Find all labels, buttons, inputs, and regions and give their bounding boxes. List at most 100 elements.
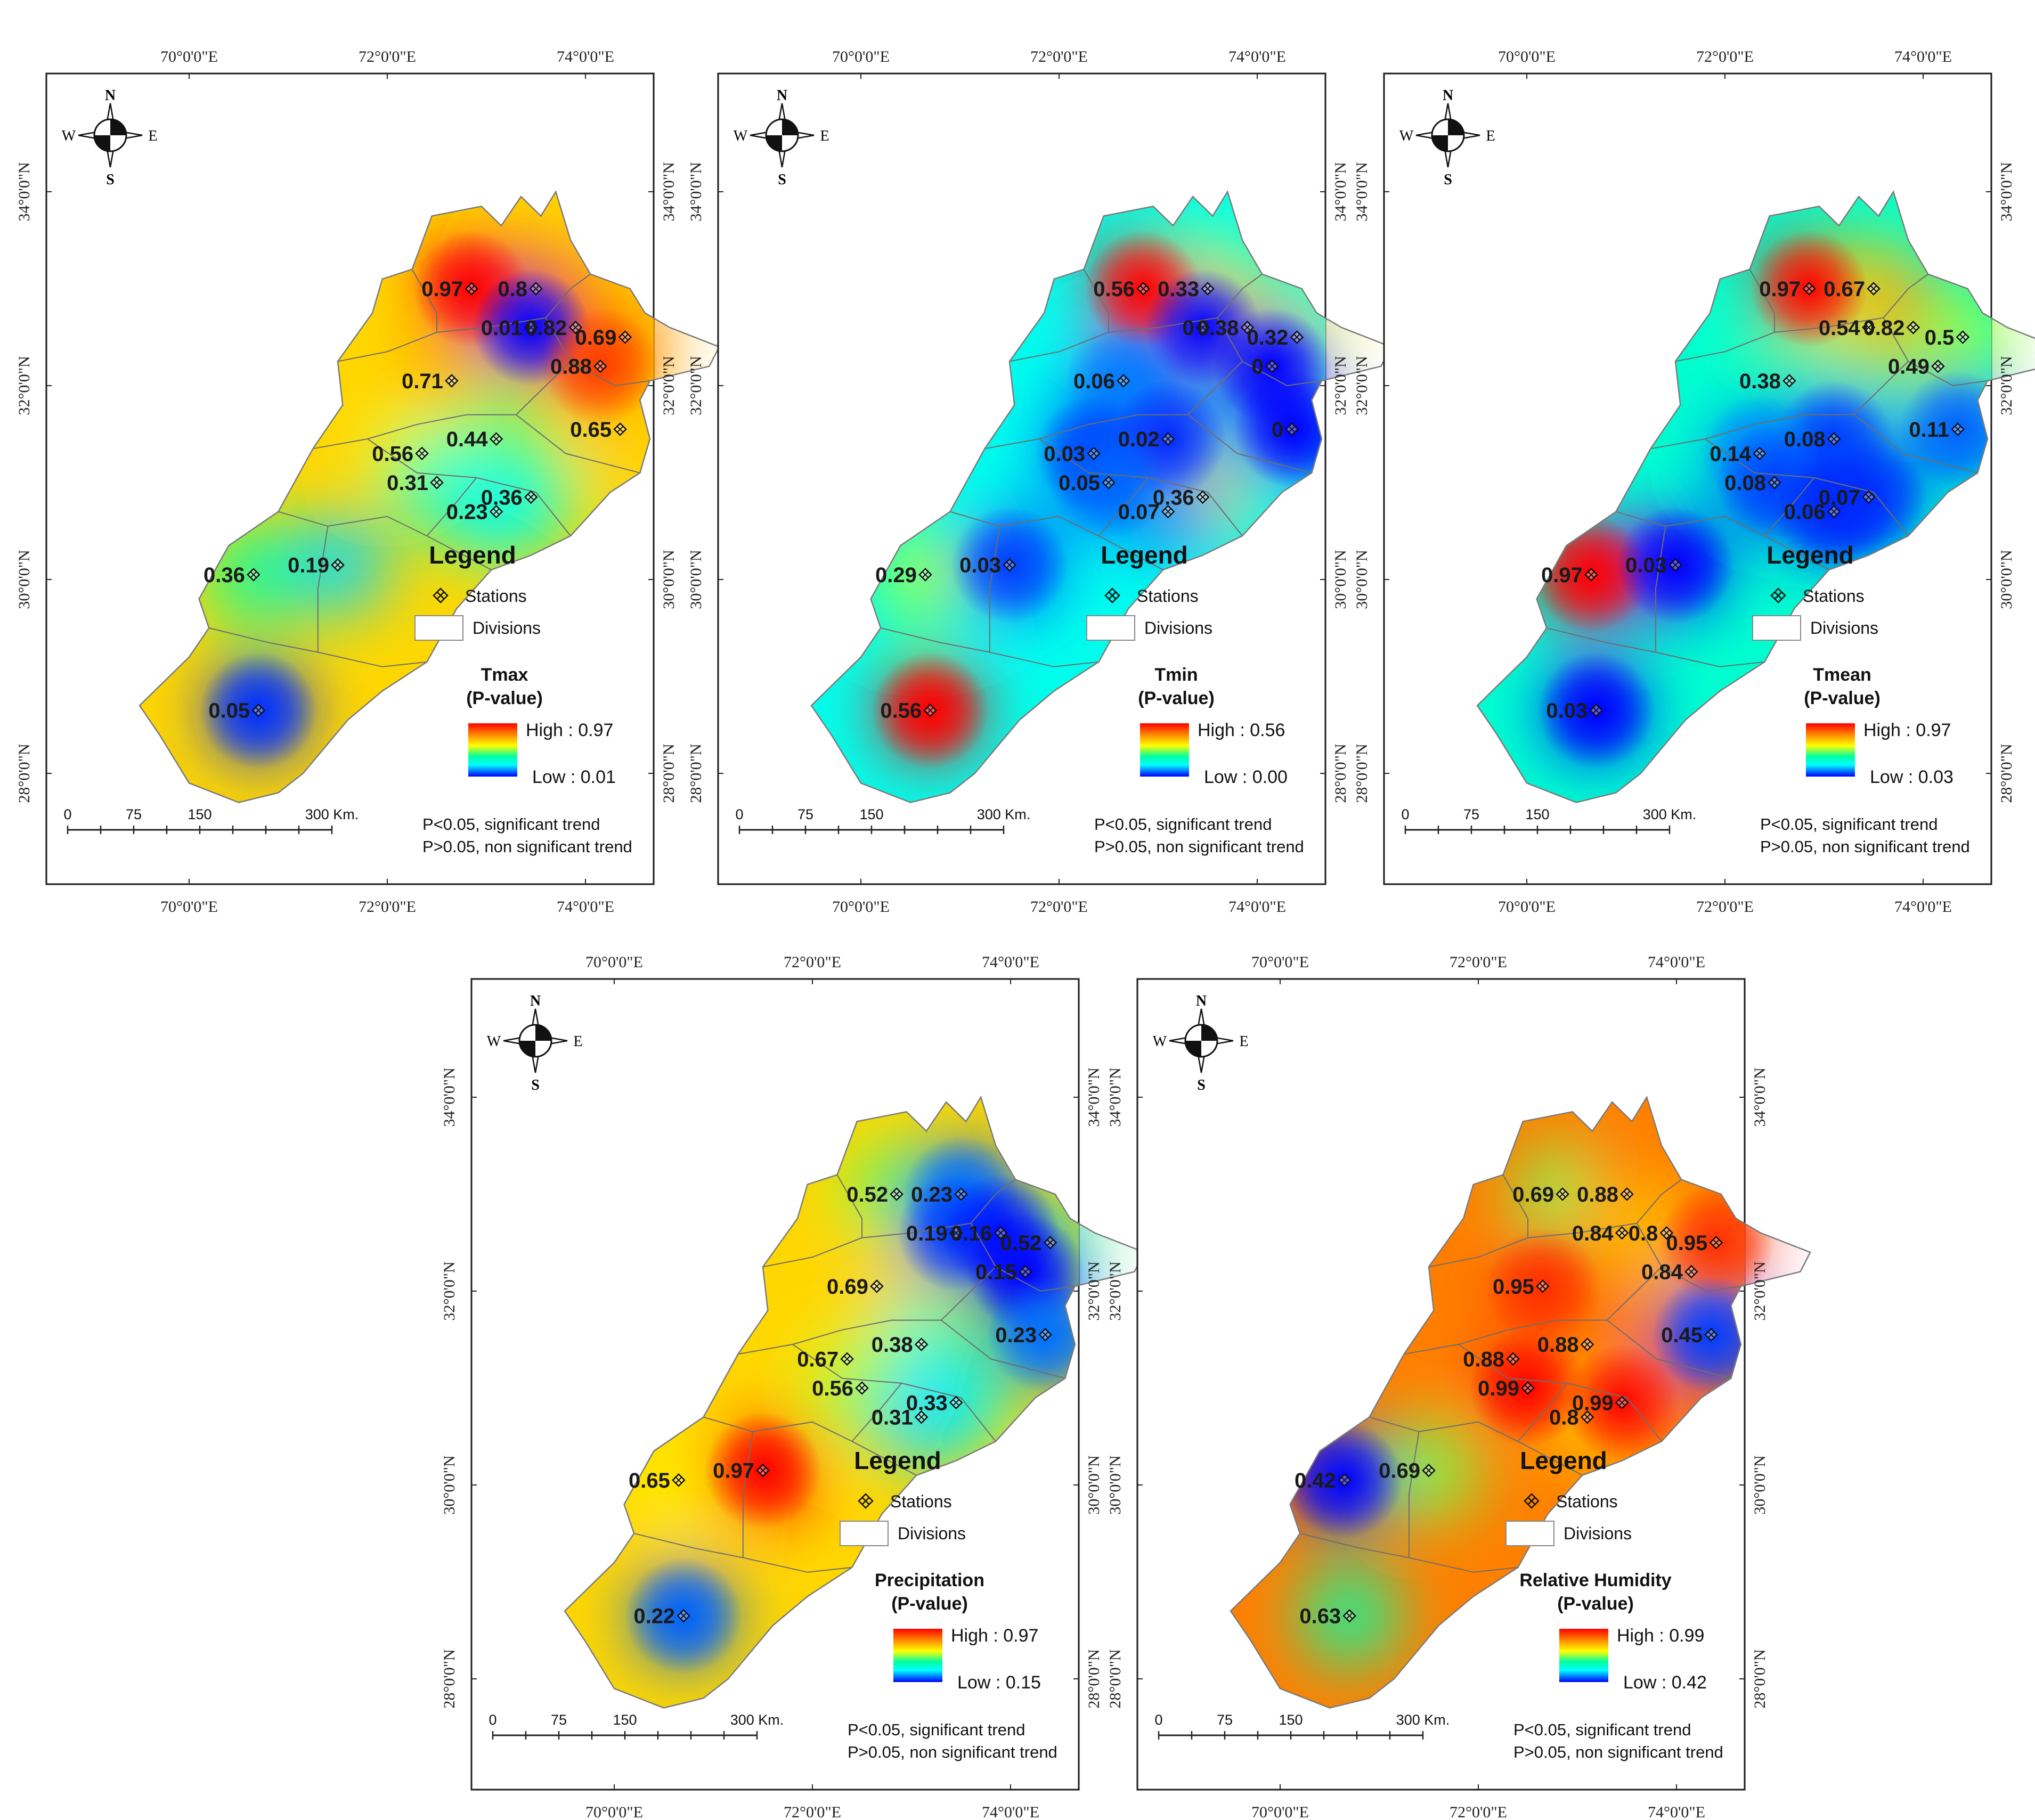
- right-lat-label: 32°0'0"N: [1751, 1261, 1769, 1320]
- compass-n: N: [1443, 87, 1453, 104]
- station-value-label: 0.07: [1819, 486, 1860, 509]
- station-marker: 0.56: [1093, 278, 1150, 301]
- station-value-label: 0.65: [629, 1469, 670, 1492]
- station-marker: 0.16: [951, 1222, 1008, 1245]
- station-marker: 0.54: [1819, 316, 1876, 340]
- station-value-label: 0.88: [550, 355, 592, 379]
- top-lon-label: 72°0'0"E: [1450, 953, 1507, 971]
- station-value-label: 0.97: [421, 278, 463, 301]
- right-lat-label: 34°0'0"N: [1085, 1067, 1103, 1127]
- station-value-label: 0.07: [1118, 501, 1160, 524]
- map-panel-precip: 0.52 0.23 0.19 0.16 0.52 0.15 0.69 0.23 0.38 0.67…: [441, 953, 1145, 1820]
- station-value-label: 0.31: [387, 471, 428, 495]
- map-panel-rh: 0.69 0.88 0.84 0.8 0.95 0.84 0.95 0.45 0.88 0.88 0…: [1106, 953, 1811, 1820]
- left-lat-label: 32°0'0"N: [1106, 1261, 1124, 1320]
- left-lat-label: 32°0'0"N: [15, 356, 33, 415]
- station-marker: 0: [1182, 316, 1210, 340]
- province-outline: [564, 1095, 1145, 1709]
- compass-s: S: [1197, 1077, 1206, 1093]
- left-lat-label: 34°0'0"N: [687, 162, 705, 221]
- station-value-label: 0.84: [1641, 1261, 1683, 1284]
- station-value-label: 0.99: [1478, 1377, 1519, 1400]
- legend-division-swatch: [1505, 1521, 1554, 1546]
- legend-station-icon: [858, 1493, 874, 1509]
- station-marker: 0.65: [629, 1469, 686, 1492]
- legend-title: Legend: [1101, 541, 1188, 569]
- station-value-label: 0.69: [1379, 1459, 1420, 1483]
- station-marker: 0.97: [1759, 278, 1816, 301]
- significance-note: P<0.05, significant trend: [1513, 1720, 1691, 1739]
- station-value-label: 0.82: [1863, 316, 1905, 340]
- station-marker: 0.97: [421, 278, 478, 301]
- right-lat-label: 32°0'0"N: [660, 356, 678, 415]
- station-value-label: 0.97: [1759, 278, 1801, 301]
- station-marker: 0.52: [1000, 1231, 1057, 1255]
- station-value-label: 0.67: [797, 1348, 839, 1371]
- station-marker: 0.31: [387, 471, 444, 495]
- station-value-label: 0.52: [846, 1183, 888, 1206]
- scale-bar-label: 75: [551, 1712, 567, 1728]
- station-value-label: 0.99: [1572, 1391, 1614, 1415]
- scale-bar-label: 0: [735, 806, 743, 822]
- station-marker: 0.23: [995, 1324, 1052, 1347]
- station-value-label: 0.56: [372, 442, 413, 466]
- legend-low-label: Low : 0.42: [1623, 1672, 1707, 1693]
- station-value-label: 0.8: [1549, 1406, 1579, 1430]
- station-marker: 0.33: [906, 1391, 963, 1415]
- compass-e: E: [1239, 1033, 1248, 1050]
- station-marker: 0.32: [1247, 326, 1304, 349]
- legend-title: Legend: [854, 1447, 941, 1474]
- compass-n: N: [1196, 993, 1207, 1009]
- scale-bar: 0 75 150 300 Km.: [63, 806, 359, 834]
- top-lon-label: 72°0'0"E: [1030, 48, 1088, 66]
- bottom-lon-label: 74°0'0"E: [1228, 898, 1286, 916]
- station-marker: 0.23: [911, 1183, 968, 1206]
- legend-high-label: High : 0.97: [1863, 720, 1951, 740]
- bottom-lon-label: 70°0'0"E: [1251, 1803, 1309, 1820]
- stations: 0.69 0.88 0.84 0.8 0.95 0.84 0.95 0.45 0.88 0.88 0…: [1295, 1183, 1723, 1628]
- station-marker: 0.38: [1198, 316, 1255, 340]
- compass-e: E: [1486, 128, 1495, 144]
- division-boundaries: [633, 1174, 1076, 1573]
- bottom-lon-label: 72°0'0"E: [1696, 898, 1754, 916]
- bottom-lon-label: 72°0'0"E: [1030, 898, 1088, 916]
- station-value-label: 0.52: [1000, 1231, 1042, 1255]
- station-value-label: 0.03: [1625, 554, 1667, 577]
- legend-color-ramp: [1140, 723, 1189, 777]
- legend-low-label: Low : 0.15: [957, 1672, 1041, 1693]
- scale-bar-label: 150: [188, 806, 211, 822]
- right-lat-label: 32°0'0"N: [1332, 356, 1349, 415]
- station-value-label: 0.95: [1666, 1231, 1708, 1255]
- legend-variable-title: Tmean: [1813, 665, 1871, 685]
- right-lat-label: 32°0'0"N: [1998, 356, 2015, 415]
- station-marker: 0.71: [402, 370, 459, 393]
- map-legend: Legend Stations Divisions Tmean (P-value) Hig…: [1752, 541, 1970, 856]
- compass-w: W: [734, 128, 748, 144]
- scale-bar-label: 150: [1279, 1712, 1303, 1728]
- station-value-label: 0.06: [1784, 501, 1826, 524]
- right-lat-label: 28°0'0"N: [1085, 1649, 1103, 1708]
- left-lat-label: 32°0'0"N: [1353, 356, 1371, 415]
- station-value-label: 0.32: [1247, 326, 1289, 349]
- legend-variable-title: Relative Humidity: [1519, 1570, 1671, 1590]
- station-value-label: 0.38: [1739, 370, 1781, 393]
- significance-note: P<0.05, significant trend: [848, 1720, 1025, 1739]
- bottom-lon-label: 70°0'0"E: [1498, 898, 1556, 916]
- latitude-labels: 34°0'0"N 34°0'0"N 32°0'0"N 32°0'0"N 30°0'0"N…: [687, 162, 1349, 803]
- legend-title: Legend: [429, 541, 516, 569]
- station-marker: 0.69: [575, 326, 632, 349]
- legend-color-ramp: [1806, 723, 1855, 777]
- left-lat-label: 32°0'0"N: [687, 356, 705, 415]
- station-marker: 0.67: [1824, 278, 1881, 301]
- legend-variable-title: Tmax: [481, 665, 528, 685]
- station-value-label: 0: [1272, 418, 1283, 442]
- station-marker: 0.88: [1537, 1333, 1594, 1357]
- bottom-lon-label: 70°0'0"E: [832, 898, 890, 916]
- legend-divisions-label: Divisions: [473, 618, 541, 638]
- scale-bar-label: 300 Km.: [305, 806, 359, 822]
- legend-variable-title: Tmin: [1154, 665, 1198, 685]
- legend-divisions-label: Divisions: [1564, 1524, 1632, 1543]
- station-marker: 0.99: [1572, 1391, 1629, 1415]
- scale-bar-label: 75: [1463, 806, 1479, 822]
